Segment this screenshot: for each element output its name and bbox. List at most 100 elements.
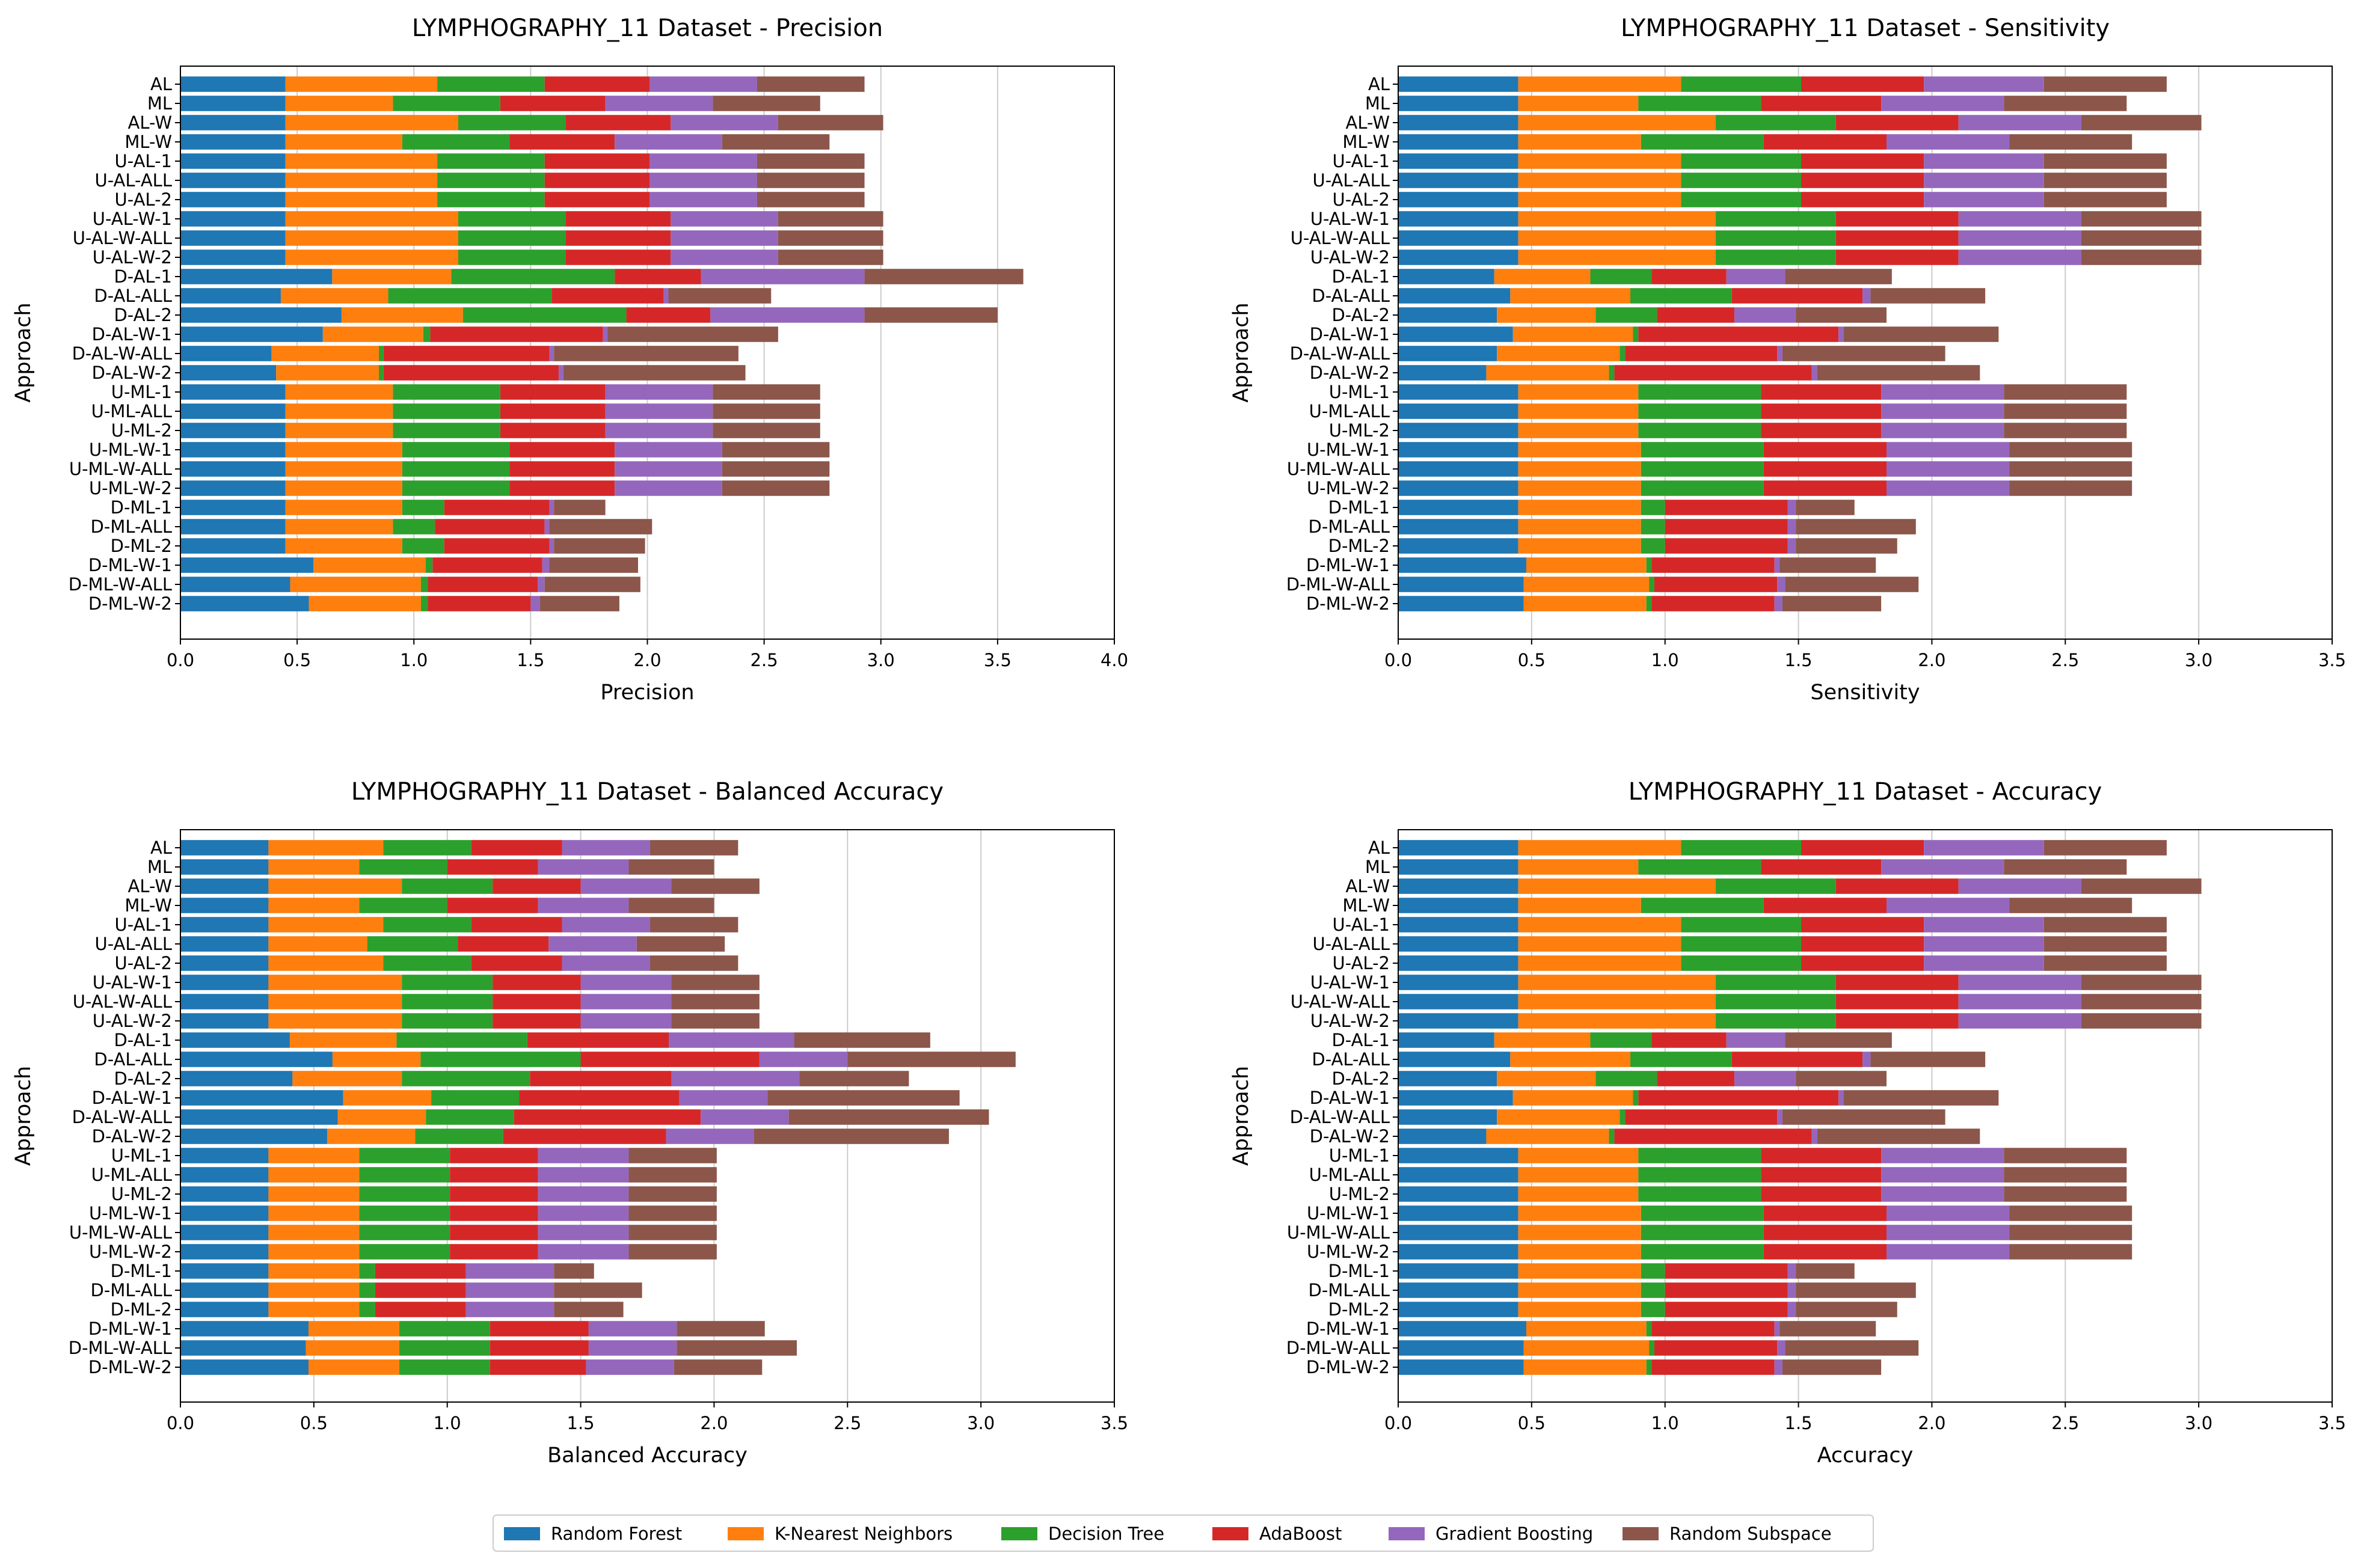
y-tick-label: U-ML-W-1 (89, 1203, 172, 1223)
bar-k-nearest-neighbors-u-al-1 (285, 153, 438, 169)
bar-decision-tree-d-ml-all (1641, 519, 1665, 534)
bar-gradient-boosting-u-al-w-all (1958, 230, 2081, 246)
bar-random-subspace-d-al-all (668, 288, 772, 304)
bar-random-forest-u-al-2 (1398, 192, 1518, 207)
bar-random-subspace-u-ml-1 (628, 1148, 717, 1163)
bar-random-forest-u-ml-w-all (1398, 1225, 1518, 1240)
bar-k-nearest-neighbors-ml-w (285, 134, 402, 150)
bar-gradient-boosting-u-ml-all (538, 1167, 629, 1183)
bar-decision-tree-d-al-2 (462, 307, 627, 323)
y-tick-label: D-AL-W-1 (1310, 1088, 1390, 1108)
bar-adaboost-ml-w (509, 134, 615, 150)
bar-decision-tree-d-al-1 (1590, 1032, 1652, 1048)
y-tick-label: U-AL-W-2 (93, 247, 172, 268)
bar-gradient-boosting-u-al-all (1924, 173, 2044, 188)
y-tick-label: AL (150, 838, 172, 858)
y-tick-label: D-ML-W-ALL (69, 1338, 172, 1358)
bar-random-forest-d-ml-w-1 (1398, 1321, 1526, 1337)
bar-random-subspace-u-ml-w-1 (2009, 1205, 2132, 1221)
bar-gradient-boosting-d-al-2 (1734, 307, 1796, 323)
bar-k-nearest-neighbors-d-al-w-1 (343, 1090, 432, 1106)
bar-random-subspace-ml-w (2009, 898, 2132, 913)
bar-decision-tree-u-ml-w-1 (359, 1205, 450, 1221)
x-axis-label: Balanced Accuracy (547, 1444, 748, 1468)
bar-decision-tree-u-ml-2 (1638, 1186, 1761, 1202)
bar-gradient-boosting-d-al-w-all (701, 1109, 789, 1125)
bar-random-subspace-u-al-1 (2043, 917, 2167, 933)
bar-gradient-boosting-d-ml-w-1 (1774, 557, 1780, 573)
bar-decision-tree-u-ml-w-2 (1641, 480, 1764, 496)
bar-random-forest-u-ml-all (1398, 1167, 1518, 1183)
bar-gradient-boosting-ml (1881, 859, 2004, 875)
bar-gradient-boosting-u-ml-w-1 (615, 442, 722, 458)
bar-gradient-boosting-d-ml-w-2 (1774, 1359, 1782, 1375)
bar-adaboost-al-w (565, 115, 671, 130)
bar-decision-tree-al (383, 840, 471, 856)
bar-decision-tree-u-al-w-1 (402, 975, 493, 990)
bar-adaboost-u-al-2 (1801, 192, 1924, 207)
bar-random-subspace-d-ml-w-2 (1782, 1359, 1882, 1375)
bar-gradient-boosting-d-ml-2 (1787, 1302, 1796, 1317)
bar-gradient-boosting-u-al-1 (1924, 917, 2044, 933)
bar-k-nearest-neighbors-d-al-w-2 (1486, 1129, 1609, 1144)
bar-random-subspace-u-al-1 (2043, 153, 2167, 169)
bar-adaboost-d-ml-w-2 (1651, 596, 1775, 611)
bar-gradient-boosting-d-ml-2 (465, 1302, 554, 1317)
bar-random-subspace-d-ml-1 (1796, 1263, 1855, 1279)
bar-k-nearest-neighbors-ml-w (1518, 898, 1641, 913)
bar-random-forest-u-al-w-1 (180, 211, 286, 227)
bar-decision-tree-u-al-all (367, 936, 458, 952)
bar-k-nearest-neighbors-d-al-2 (341, 307, 463, 323)
y-tick-label: AL (1368, 74, 1390, 94)
x-tick-label: 3.0 (867, 650, 895, 670)
bar-k-nearest-neighbors-d-ml-w-all (1523, 577, 1650, 592)
bar-gradient-boosting-al-w (1958, 115, 2081, 130)
bar-random-forest-u-al-w-all (180, 994, 269, 1009)
bar-random-forest-ml-w (1398, 134, 1518, 150)
bar-k-nearest-neighbors-d-al-w-all (337, 1109, 426, 1125)
bar-decision-tree-u-al-2 (1681, 955, 1802, 971)
bar-decision-tree-d-ml-2 (402, 538, 444, 554)
bar-decision-tree-u-ml-w-2 (402, 480, 510, 496)
legend-swatch-random-forest (504, 1527, 540, 1540)
bar-random-subspace-d-al-w-all (788, 1109, 989, 1125)
bar-adaboost-d-ml-1 (375, 1263, 466, 1279)
bar-gradient-boosting-d-al-w-all (1777, 346, 1782, 361)
bar-k-nearest-neighbors-u-ml-w-all (285, 461, 402, 477)
y-tick-label: D-ML-W-ALL (1286, 574, 1390, 595)
bar-random-subspace-d-al-w-1 (1844, 326, 1999, 342)
bar-adaboost-u-ml-w-all (450, 1225, 538, 1240)
bar-k-nearest-neighbors-d-ml-w-1 (1526, 557, 1647, 573)
y-tick-label: D-ML-W-2 (1306, 593, 1390, 614)
bar-random-subspace-d-ml-w-all (1785, 577, 1919, 592)
y-tick-label: D-ML-ALL (1309, 1280, 1390, 1300)
bar-random-forest-u-al-1 (180, 153, 286, 169)
bar-random-subspace-d-ml-all (1796, 1282, 1916, 1298)
bar-adaboost-u-ml-1 (1761, 1148, 1882, 1163)
bar-random-subspace-d-al-w-1 (767, 1090, 960, 1106)
y-tick-label: AL-W (1346, 112, 1390, 133)
bar-gradient-boosting-u-al-1 (562, 917, 650, 933)
bar-decision-tree-d-al-w-all (1620, 1109, 1626, 1125)
y-tick-label: U-AL-2 (115, 953, 172, 973)
y-tick-label: ML-W (124, 895, 172, 916)
bar-k-nearest-neighbors-u-al-w-2 (1518, 1013, 1716, 1029)
y-tick-label: U-ML-2 (1329, 420, 1390, 441)
y-tick-label: U-AL-W-1 (93, 972, 172, 993)
bar-decision-tree-u-al-w-2 (1716, 1013, 1836, 1029)
y-tick-label: D-AL-W-ALL (72, 343, 172, 364)
bar-gradient-boosting-u-ml-w-all (1886, 1225, 2010, 1240)
bar-gradient-boosting-al (1924, 76, 2044, 92)
x-tick-label: 2.5 (2051, 1413, 2079, 1433)
bar-decision-tree-d-ml-all (1641, 1282, 1665, 1298)
bar-random-subspace-u-ml-all (713, 403, 820, 419)
bar-decision-tree-u-al-1 (1681, 917, 1802, 933)
bar-k-nearest-neighbors-d-ml-all (1518, 519, 1641, 534)
bar-gradient-boosting-ml (1881, 96, 2004, 111)
x-tick-label: 3.5 (1101, 1413, 1128, 1433)
y-tick-label: U-AL-2 (1333, 189, 1390, 210)
bar-decision-tree-d-ml-w-1 (425, 557, 433, 573)
bar-adaboost-d-ml-1 (444, 500, 550, 515)
bar-decision-tree-u-al-2 (383, 955, 471, 971)
bar-gradient-boosting-ml-w (615, 134, 722, 150)
